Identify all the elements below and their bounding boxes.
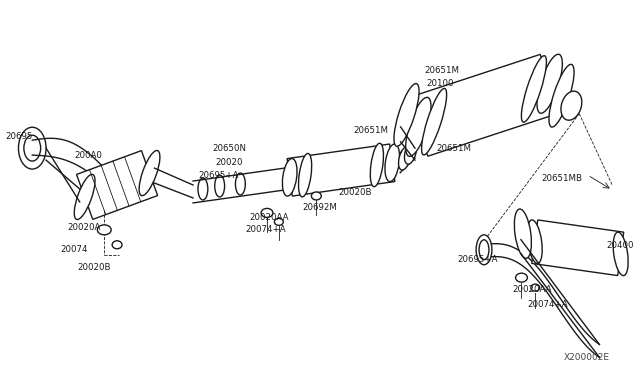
Ellipse shape xyxy=(613,232,628,276)
Text: 20020B: 20020B xyxy=(77,263,111,272)
Text: 20651MB: 20651MB xyxy=(541,173,582,183)
Text: 20074+A: 20074+A xyxy=(245,225,286,234)
Polygon shape xyxy=(532,220,624,276)
Ellipse shape xyxy=(476,235,492,265)
Ellipse shape xyxy=(399,147,411,170)
Ellipse shape xyxy=(298,153,312,197)
Ellipse shape xyxy=(236,173,245,195)
Text: 20695: 20695 xyxy=(6,132,33,141)
Text: 20020AA: 20020AA xyxy=(249,214,289,222)
Text: 20651M: 20651M xyxy=(425,66,460,75)
Polygon shape xyxy=(77,151,157,219)
Text: 20650N: 20650N xyxy=(212,144,247,153)
Ellipse shape xyxy=(531,284,540,291)
Ellipse shape xyxy=(515,209,531,259)
Ellipse shape xyxy=(19,127,46,169)
Text: 20020AA: 20020AA xyxy=(513,285,552,294)
Text: 20074+A: 20074+A xyxy=(527,300,568,309)
Text: 20020B: 20020B xyxy=(338,189,372,198)
Ellipse shape xyxy=(404,141,417,164)
Text: 20074: 20074 xyxy=(60,245,88,254)
Polygon shape xyxy=(287,144,395,196)
Ellipse shape xyxy=(139,151,160,196)
Text: X200002E: X200002E xyxy=(563,353,609,362)
Ellipse shape xyxy=(312,192,321,200)
Ellipse shape xyxy=(371,143,383,187)
Ellipse shape xyxy=(74,174,95,219)
Text: 20692M: 20692M xyxy=(303,203,337,212)
Ellipse shape xyxy=(522,56,547,122)
Ellipse shape xyxy=(97,225,111,235)
Ellipse shape xyxy=(549,64,574,127)
Ellipse shape xyxy=(394,84,419,146)
Text: 200A0: 200A0 xyxy=(75,151,102,160)
Ellipse shape xyxy=(275,218,284,225)
Ellipse shape xyxy=(282,158,297,196)
Text: 20651M: 20651M xyxy=(436,144,472,153)
Text: 20651M: 20651M xyxy=(354,126,389,135)
Ellipse shape xyxy=(198,178,208,200)
Ellipse shape xyxy=(385,144,399,182)
Ellipse shape xyxy=(527,220,542,263)
Text: 20695+A: 20695+A xyxy=(198,170,239,180)
Ellipse shape xyxy=(24,135,41,161)
Text: 20020: 20020 xyxy=(216,158,243,167)
Ellipse shape xyxy=(422,89,447,155)
Text: 20100: 20100 xyxy=(427,79,454,88)
Ellipse shape xyxy=(406,97,431,156)
Ellipse shape xyxy=(561,91,582,120)
Ellipse shape xyxy=(261,208,273,217)
Text: 20400: 20400 xyxy=(606,241,634,250)
Ellipse shape xyxy=(112,241,122,249)
Ellipse shape xyxy=(479,240,489,260)
Ellipse shape xyxy=(215,175,225,197)
Ellipse shape xyxy=(516,273,527,282)
Text: 20695+A: 20695+A xyxy=(458,255,498,264)
Text: 20020A: 20020A xyxy=(68,223,101,232)
Polygon shape xyxy=(409,54,559,156)
Ellipse shape xyxy=(537,54,563,113)
